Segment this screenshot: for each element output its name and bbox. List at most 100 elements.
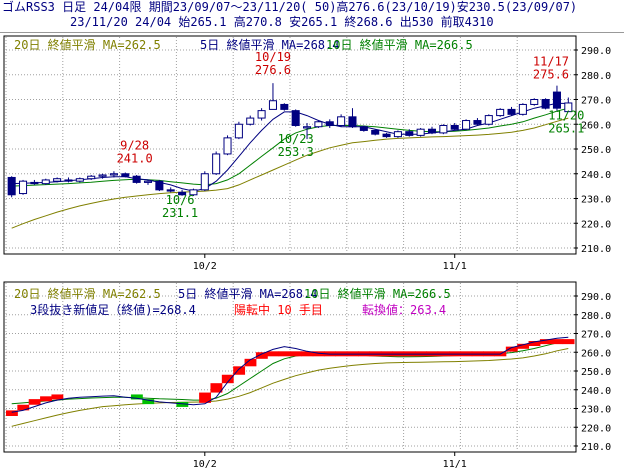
candle-body [291, 110, 300, 126]
candle-body [416, 128, 425, 136]
p1-legend-1: 5日 終値平滑 MA=268.4 [200, 37, 339, 52]
p1-annotation-value: 241.0 [117, 151, 153, 165]
candle-body [19, 180, 28, 195]
p1-ytick-label: 270.0 [581, 96, 611, 107]
p1-ma20-line [11, 117, 569, 229]
break-block [130, 394, 143, 400]
p2-subtitle-value: 3段抜き新値足（終値)=268.4 [30, 302, 196, 317]
p2-xtick-label: 11/1 [443, 459, 467, 470]
break-block [505, 346, 518, 352]
candle-body [109, 173, 118, 176]
p2-legend-0: 20日 終値平滑 MA=262.5 [14, 286, 161, 301]
break-block [267, 351, 280, 357]
candle-body [132, 175, 141, 183]
break-block [221, 374, 234, 384]
candle-body [87, 175, 96, 180]
p1-legend-0: 20日 終値平滑 MA=262.5 [14, 37, 161, 52]
chart-header: ゴムRSS3 日足 24/04限 期間23/09/07～23/11/20( 50… [0, 0, 624, 33]
candle-body [212, 153, 221, 175]
p2-subtitle-reversal: 転換値：263.4 [362, 302, 446, 317]
p1-ma5-line [11, 102, 569, 192]
break-block [278, 351, 291, 357]
candle-body [257, 110, 266, 119]
p2-ytick-label: 240.0 [581, 386, 611, 397]
p1-ytick-label: 210.0 [581, 244, 611, 255]
p2-ytick-label: 290.0 [581, 292, 611, 303]
break-block [517, 343, 530, 349]
p1-annotation-date: 10/6 [166, 193, 195, 207]
p1-annotation-value: 265.1 [548, 122, 584, 136]
break-block [233, 366, 246, 375]
candle-body [337, 116, 346, 126]
p1-annotation-value: 231.1 [162, 206, 198, 220]
break-block [528, 341, 541, 346]
p1-ytick-label: 220.0 [581, 219, 611, 230]
candle-body [552, 91, 561, 109]
candle-body [30, 181, 39, 185]
candle-body [359, 126, 368, 131]
candle-body [75, 178, 84, 182]
header-line-1: ゴムRSS3 日足 24/04限 期間23/09/07～23/11/20( 50… [2, 0, 578, 14]
break-block [51, 394, 64, 400]
break-block [290, 351, 302, 357]
p1-annotation-value: 276.6 [255, 63, 291, 77]
break-block [312, 351, 325, 357]
candle-body [518, 103, 527, 115]
candle-body [155, 180, 164, 191]
p1-ytick-label: 260.0 [581, 120, 611, 131]
candle-body [189, 189, 198, 196]
p2-legend-2: 10日 終値平滑 MA=266.5 [304, 286, 451, 301]
p1-annotation-date: 11/17 [533, 55, 569, 69]
candle-body [303, 126, 312, 129]
candle-body [325, 121, 334, 126]
candle-body [234, 123, 243, 139]
candle-body [484, 115, 493, 125]
p1-annotation-value: 253.3 [278, 145, 314, 159]
break-block [539, 339, 552, 345]
candle-body [427, 128, 437, 134]
break-block [28, 399, 41, 405]
p1-xtick-label: 10/2 [193, 261, 217, 272]
p2-ma20-line [11, 348, 569, 427]
p2-legend-1: 5日 終値平滑 MA=268.4 [178, 286, 317, 301]
candle-body [530, 99, 539, 105]
break-block [244, 358, 257, 367]
candle-body [98, 174, 107, 177]
p1-ytick-label: 250.0 [581, 145, 611, 156]
break-block [551, 339, 564, 345]
p2-xtick-label: 10/2 [193, 459, 217, 470]
p2-subtitle-state: 陽転中 10 手目 [234, 302, 323, 317]
p1-xtick-label: 11/1 [443, 261, 467, 272]
candle-body [166, 189, 175, 192]
candle-body [143, 180, 153, 183]
p1-ma10-line [11, 107, 569, 187]
candle-body [223, 137, 232, 155]
candle-body [41, 179, 50, 185]
candle-body [280, 103, 289, 110]
break-block [210, 383, 223, 393]
p1-annotation-date: 10/23 [278, 132, 314, 146]
candle-body [121, 173, 130, 177]
candle-body [178, 191, 187, 196]
p2-ytick-label: 230.0 [581, 405, 611, 416]
candle-body [450, 124, 459, 130]
break-block [255, 352, 268, 359]
p2-ytick-label: 250.0 [581, 367, 611, 378]
candle-body [496, 108, 505, 117]
p1-ytick-label: 280.0 [581, 71, 611, 82]
p2-ytick-label: 280.0 [581, 311, 611, 322]
candle-body [473, 120, 482, 125]
break-block [199, 392, 211, 403]
candle-body [507, 108, 516, 115]
candle-body [371, 129, 380, 135]
candle-body [405, 131, 414, 136]
candle-body [53, 178, 62, 182]
break-block [17, 404, 30, 411]
candle-body [564, 102, 573, 113]
break-block [562, 339, 575, 345]
p1-ytick-label: 230.0 [581, 195, 611, 206]
candle-body [393, 131, 402, 138]
break-block [6, 410, 18, 416]
header-line-2: 23/11/20 24/04 始265.1 高270.8 安265.1 終268… [70, 15, 494, 29]
